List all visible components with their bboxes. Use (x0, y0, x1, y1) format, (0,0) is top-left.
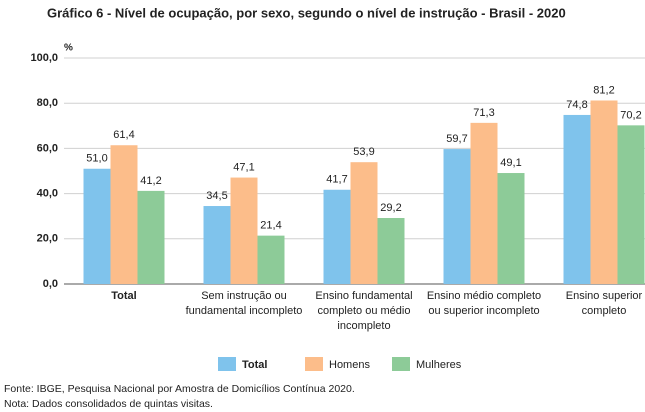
bar (497, 173, 525, 284)
y-unit: % (64, 43, 73, 54)
bar (137, 190, 165, 284)
bar (470, 122, 498, 284)
legend-swatch (305, 357, 323, 371)
bar (377, 218, 405, 284)
value-label: 49,1 (500, 157, 521, 169)
bar (83, 168, 111, 284)
bar (110, 145, 138, 284)
value-label: 29,2 (380, 202, 401, 214)
source: Fonte: IBGE, Pesquisa Nacional por Amost… (4, 383, 355, 395)
y-tick-label: 0,0 (43, 278, 58, 290)
value-label: 74,8 (566, 99, 587, 111)
legend-swatch (392, 357, 410, 371)
bar (617, 125, 645, 285)
bar (203, 206, 231, 284)
x-tick-label: Ensino médio completo ou superior incomp… (426, 290, 542, 317)
bar (563, 114, 591, 285)
value-label: 21,4 (260, 220, 281, 232)
value-label: 34,5 (206, 190, 227, 202)
y-tick-label: 80,0 (37, 97, 58, 109)
value-label: 53,9 (353, 146, 374, 158)
x-tick-label: Total (111, 290, 137, 302)
chart-title: Gráfico 6 - Nível de ocupação, por sexo,… (47, 5, 566, 20)
y-tick-label: 100,0 (30, 52, 58, 64)
value-label: 81,2 (593, 84, 614, 96)
x-tick-label: Ensino fundamental completo ou médio inc… (315, 290, 413, 332)
value-label: 41,2 (140, 175, 161, 187)
bar (323, 189, 351, 284)
value-label: 59,7 (446, 133, 467, 145)
bar (590, 100, 618, 284)
value-label: 71,3 (473, 107, 494, 119)
note: Nota: Dados consolidados de quintas visi… (4, 398, 213, 410)
value-label: 51,0 (86, 153, 107, 165)
legend-label: Mulheres (416, 359, 462, 371)
legend-label: Total (242, 359, 267, 371)
bar (350, 162, 378, 284)
value-label: 41,7 (326, 174, 347, 186)
x-tick-label: Ensino superior completo (565, 290, 643, 317)
x-tick-label: Sem instrução ou fundamental incompleto (185, 290, 303, 317)
legend-label: Homens (329, 359, 370, 371)
legend-swatch (218, 357, 236, 371)
bar (257, 235, 285, 284)
value-label: 61,4 (113, 129, 134, 141)
bar (230, 177, 258, 284)
value-label: 47,1 (233, 161, 254, 173)
y-tick-label: 60,0 (37, 142, 58, 154)
value-label: 70,2 (620, 109, 641, 121)
y-tick-label: 40,0 (37, 188, 58, 200)
bar (443, 149, 471, 284)
y-tick-label: 20,0 (37, 233, 58, 245)
